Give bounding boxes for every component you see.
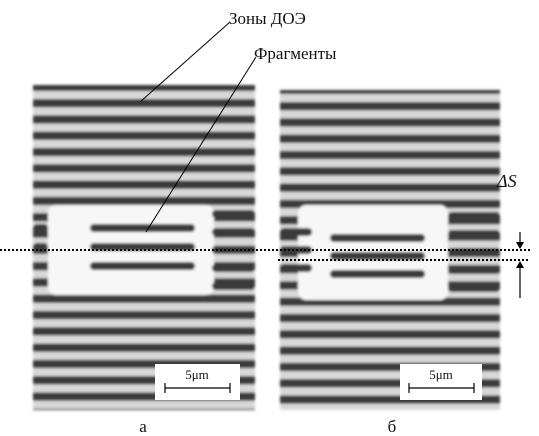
stripe (33, 173, 255, 181)
fragment (448, 230, 500, 238)
stripe (33, 156, 255, 164)
stripe (33, 352, 255, 360)
arrow-head (516, 261, 524, 268)
stripe (280, 192, 500, 200)
panel-label: б (388, 417, 397, 436)
fragment (330, 252, 425, 260)
scale-label: 5μm (185, 367, 209, 382)
fragments-label: Фрагменты (254, 44, 337, 63)
stripe (33, 140, 255, 148)
stripe (280, 110, 500, 118)
fragment (330, 270, 425, 278)
fragment (448, 212, 500, 220)
fragment (330, 234, 425, 242)
stripe (33, 401, 255, 409)
stripe (280, 322, 500, 330)
fragment (33, 262, 48, 270)
panel-a-image (33, 85, 255, 410)
fragment (448, 284, 500, 292)
stripe (33, 189, 255, 197)
stripe (280, 127, 500, 135)
fragment (33, 224, 48, 232)
stripe (280, 339, 500, 347)
zones-label: Зоны ДОЭ (229, 9, 306, 28)
stripe (280, 143, 500, 151)
stripe (280, 404, 500, 410)
stripe (33, 319, 255, 327)
stripe (280, 355, 500, 363)
fragment (90, 224, 195, 232)
stripe (280, 94, 500, 102)
figure: ΔS Зоны ДОЭ Фрагменты 5μm 5μm а б (0, 0, 539, 436)
stripe (33, 336, 255, 344)
fragment (212, 264, 255, 272)
fragment (280, 228, 312, 236)
stripe (280, 306, 500, 314)
stripe (33, 124, 255, 132)
fragment (448, 266, 500, 274)
panel-label: а (139, 417, 147, 436)
fragment (212, 228, 255, 236)
scale-label: 5μm (429, 367, 453, 382)
fragment (212, 282, 255, 290)
fragment (280, 264, 312, 272)
fragment (212, 210, 255, 218)
delta-s-label: ΔS (496, 171, 517, 191)
arrow-head (516, 242, 524, 249)
stripe (280, 176, 500, 184)
stripe (33, 303, 255, 311)
fragment (90, 262, 195, 270)
stripe (280, 159, 500, 167)
